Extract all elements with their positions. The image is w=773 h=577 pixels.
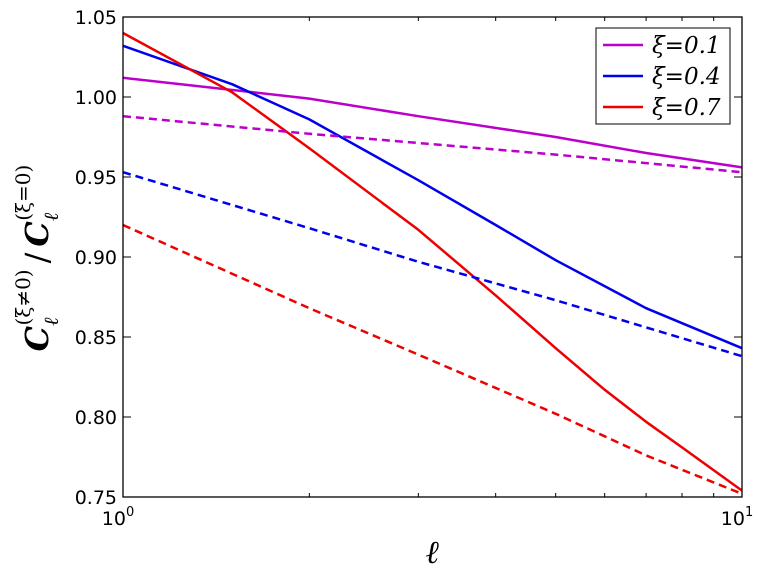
legend: ξ=0.1 ξ=0.4 ξ=0.7 <box>595 27 731 125</box>
y-tick-label-3: 0.90 <box>75 247 117 269</box>
y-label-num-sub: ℓ <box>39 317 63 326</box>
series-line-4-dashed <box>122 171 743 358</box>
legend-label-2: ξ=0.7 <box>652 95 721 121</box>
series-line-0 <box>122 76 743 169</box>
y-tick-label-1: 0.80 <box>75 407 117 429</box>
x-axis-label: ℓ <box>425 533 439 571</box>
y-label-den-sup: (ξ=0) <box>11 165 35 221</box>
labels-layer: 0.75 0.80 0.85 0.90 0.95 1.00 1.05 100 101 <box>75 7 754 530</box>
series-line-1 <box>122 44 743 350</box>
y-tick-label-4: 0.95 <box>75 167 117 189</box>
y-tick-label-0: 0.75 <box>75 487 117 509</box>
legend-label-1: ξ=0.4 <box>652 64 721 90</box>
ticks-layer <box>122 16 743 498</box>
series-line-2 <box>122 31 743 492</box>
series-line-5-dashed <box>122 223 743 495</box>
y-label-num-base: C <box>18 325 56 351</box>
y-tick-label-6: 1.05 <box>75 7 117 29</box>
y-label-slash: / <box>18 252 56 263</box>
legend-label-0: ξ=0.1 <box>652 33 721 59</box>
y-tick-label-2: 0.85 <box>75 327 117 349</box>
y-label-num-sup: (ξ≠0) <box>11 269 35 325</box>
y-axis-label: Cℓ (ξ≠0) / Cℓ (ξ=0) <box>11 165 63 352</box>
series-line-3-dashed <box>122 114 743 174</box>
svg-text:Cℓ(ξ≠0)/Cℓ(ξ=0): Cℓ (ξ≠0) / Cℓ (ξ=0) <box>11 165 63 352</box>
series-layer <box>122 31 743 495</box>
x-tick-label-0: 100 <box>102 505 134 530</box>
y-tick-label-5: 1.00 <box>75 87 117 109</box>
y-label-den-base: C <box>18 221 56 247</box>
y-label-den-sub: ℓ <box>39 212 63 221</box>
x-tick-label-1: 101 <box>721 505 753 530</box>
